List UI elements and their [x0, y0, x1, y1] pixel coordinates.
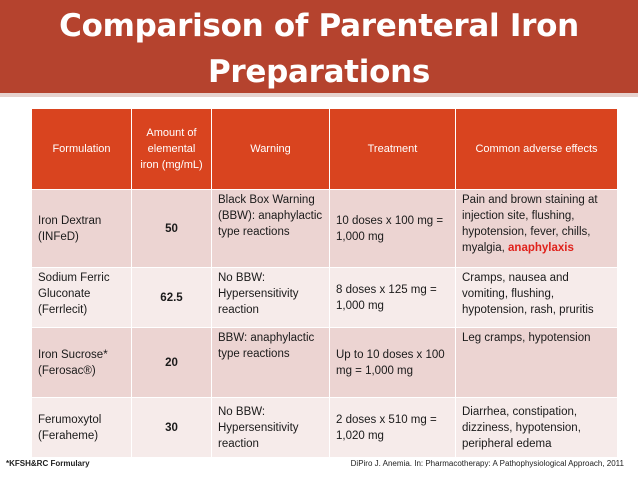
table-row: Iron Dextran (INFeD) 50 Black Box Warnin… [31, 189, 618, 268]
cell-adverse-effects: Leg cramps, hypotension [455, 327, 618, 398]
cell-warning: No BBW: Hypersensitivity reaction [211, 397, 330, 458]
header-amount: Amount of elemental iron (mg/mL) [131, 108, 212, 190]
cell-amount: 20 [131, 327, 212, 398]
header-treatment: Treatment [329, 108, 456, 190]
cell-adverse-effects: Diarrhea, constipation, dizziness, hypot… [455, 397, 618, 458]
header-adverse-effects: Common adverse effects [455, 108, 618, 190]
cell-warning: BBW: anaphylactic type reactions [211, 327, 330, 398]
citation: DiPiro J. Anemia. In: Pharmacotherapy: A… [350, 459, 624, 468]
cell-amount: 50 [131, 189, 212, 268]
footnote-formulary: *KFSH&RC Formulary [6, 459, 90, 468]
cell-formulation: Iron Dextran (INFeD) [31, 189, 132, 268]
cell-adverse-effects: Pain and brown staining at injection sit… [455, 189, 618, 268]
cell-adverse-effects: Cramps, nausea and vomiting, flushing, h… [455, 267, 618, 328]
cell-treatment: Up to 10 doses x 100 mg = 1,000 mg [329, 327, 456, 398]
adverse-highlight: anaphylaxis [508, 242, 574, 254]
iron-comparison-table: Formulation Amount of elemental iron (mg… [31, 108, 618, 458]
cell-warning: No BBW: Hypersensitivity reaction [211, 267, 330, 328]
cell-formulation: Iron Sucrose* (Ferosac®) [31, 327, 132, 398]
cell-amount: 30 [131, 397, 212, 458]
cell-amount: 62.5 [131, 267, 212, 328]
page-title-line-2: Preparations [207, 54, 430, 90]
adverse-text: Pain and brown staining at injection sit… [462, 194, 598, 254]
table-header-row: Formulation Amount of elemental iron (mg… [31, 108, 618, 190]
cell-formulation: Sodium Ferric Gluconate (Ferrlecit) [31, 267, 132, 328]
title-banner: Comparison of Parenteral Iron Preparatio… [0, 0, 638, 97]
header-warning: Warning [211, 108, 330, 190]
cell-treatment: 10 doses x 100 mg = 1,000 mg [329, 189, 456, 268]
cell-treatment: 2 doses x 510 mg = 1,020 mg [329, 397, 456, 458]
cell-formulation: Ferumoxytol (Feraheme) [31, 397, 132, 458]
table-row: Sodium Ferric Gluconate (Ferrlecit) 62.5… [31, 267, 618, 328]
header-formulation: Formulation [31, 108, 132, 190]
page-title-line-1: Comparison of Parenteral Iron [59, 8, 579, 44]
cell-warning: Black Box Warning (BBW): anaphylactic ty… [211, 189, 330, 268]
table-row: Ferumoxytol (Feraheme) 30 No BBW: Hypers… [31, 397, 618, 458]
cell-treatment: 8 doses x 125 mg = 1,000 mg [329, 267, 456, 328]
table-row: Iron Sucrose* (Ferosac®) 20 BBW: anaphyl… [31, 327, 618, 398]
